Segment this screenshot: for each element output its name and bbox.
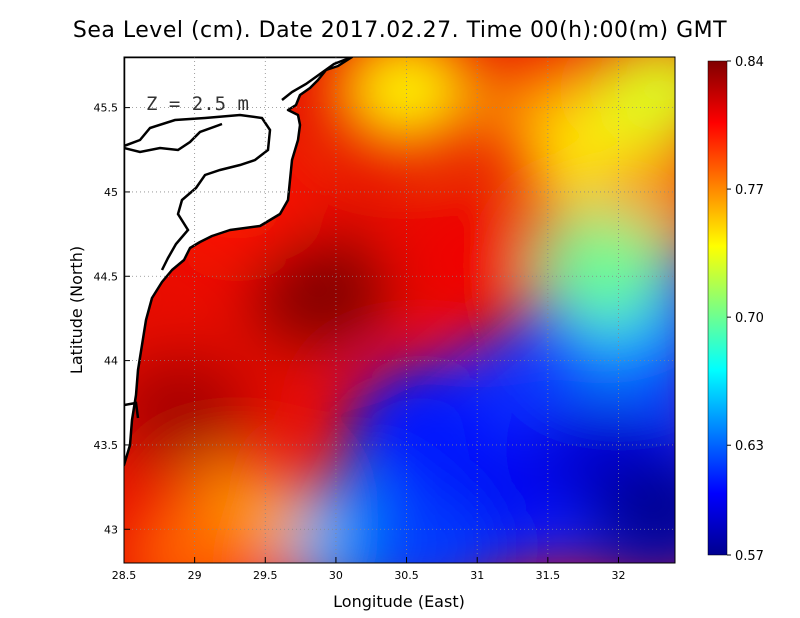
grid-lines: [124, 57, 675, 563]
plot-frame: [123, 56, 676, 564]
lagoon-outline: [124, 113, 272, 271]
x-tick-label: 30.5: [394, 569, 419, 582]
y-tick-label: 43: [104, 523, 118, 536]
field-hotspot: [534, 212, 675, 323]
field-hotspot: [124, 499, 265, 563]
y-tick-label: 45.5: [94, 102, 119, 115]
field-hotspot: [407, 204, 548, 315]
field-hotspot: [350, 373, 491, 484]
field-hotspot: [590, 457, 675, 563]
y-tick-label: 44.5: [94, 270, 119, 283]
x-tick-label: 32: [611, 569, 625, 582]
y-tick-label: 43.5: [94, 439, 119, 452]
plot-area: [124, 57, 675, 563]
y-tick-label: 45: [104, 186, 118, 199]
colorbar-tick-label: 0.63: [735, 439, 764, 454]
field-hotspot: [124, 356, 251, 467]
y-axis-ticks: 43 43.5 44 44.5 45 45.5: [94, 102, 130, 536]
field-hotspot: [590, 57, 675, 146]
colorbar-ticks: 0.84 0.77 0.70 0.63 0.57: [727, 55, 764, 564]
y-tick-label: 44: [104, 355, 118, 368]
x-tick-label: 30: [329, 569, 343, 582]
colorbar-tick-label: 0.84: [735, 55, 764, 70]
colorbar-gradient: [707, 60, 728, 556]
x-tick-label: 31: [470, 569, 484, 582]
coastline: [124, 57, 354, 467]
land-area: [124, 57, 354, 467]
y-axis-label: Latitude (North): [67, 246, 86, 374]
x-tick-label: 28.5: [112, 569, 137, 582]
chart-title: Sea Level (cm). Date 2017.02.27. Time 00…: [72, 18, 728, 43]
colorbar-tick-label: 0.70: [735, 311, 764, 326]
x-axis-label: Longitude (East): [333, 592, 465, 611]
field-hotspot: [350, 491, 491, 563]
field-hotspot: [251, 238, 392, 349]
colorbar-tick-label: 0.77: [735, 183, 764, 198]
depth-label: Z = 2.5 m: [146, 93, 249, 115]
x-tick-label: 29.5: [253, 569, 278, 582]
colorbar: 0.84 0.77 0.70 0.63 0.57: [707, 55, 764, 564]
x-axis-ticks: 28.5 29 29.5 30 30.5 31 31.5 32: [112, 557, 625, 582]
x-tick-label: 31.5: [536, 569, 561, 582]
x-tick-label: 29: [188, 569, 202, 582]
danube-delta-outline: [124, 122, 223, 154]
coast-inlet: [124, 401, 140, 419]
northern-coast: [281, 57, 353, 101]
colorbar-tick-label: 0.57: [735, 549, 764, 564]
